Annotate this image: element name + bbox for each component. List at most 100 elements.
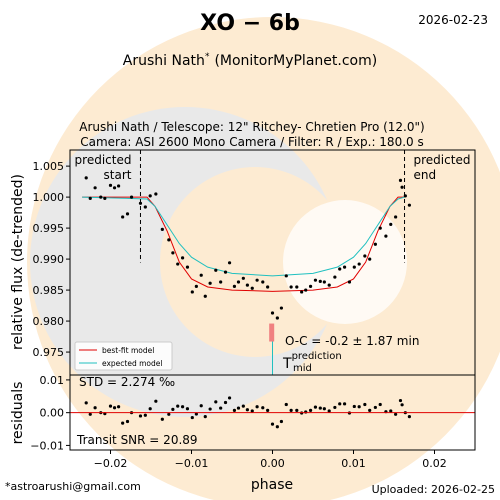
residual-axis-label: residuals (10, 382, 26, 445)
residual-point (279, 419, 284, 424)
residual-point (180, 405, 185, 409)
subtitle: Camera: ASI 2600 Mono Camera / Filter: R… (80, 135, 423, 149)
model-line (82, 196, 405, 277)
data-point (261, 280, 265, 284)
residual-point (117, 405, 121, 409)
residual-point (203, 414, 207, 419)
data-point (93, 186, 97, 190)
residual-point (261, 406, 265, 410)
y-tick-label: 1.000 (33, 191, 65, 204)
y-tick-label: 0.975 (33, 346, 65, 359)
data-point (232, 284, 237, 288)
residual-point (352, 404, 356, 409)
data-point (117, 184, 121, 188)
data-point (295, 285, 299, 289)
residual-point (223, 400, 228, 405)
residual-point (241, 404, 245, 408)
data-point (148, 194, 152, 198)
residual-point (236, 406, 241, 410)
x-tick-label: −0.01 (175, 457, 209, 470)
data-point (108, 183, 113, 187)
residual-point (275, 425, 279, 429)
snr-label: Transit SNR = 20.89 (76, 433, 198, 447)
data-point (304, 288, 308, 292)
data-point (84, 176, 88, 180)
residual-point (368, 408, 372, 412)
residual-point (148, 407, 152, 411)
data-point (121, 215, 125, 219)
residual-y-tick-label: −0.01 (30, 439, 64, 452)
residual-point (400, 403, 404, 407)
predicted-label: start (104, 168, 132, 182)
data-point (99, 195, 103, 199)
data-point (176, 262, 180, 266)
residual-point (208, 407, 212, 411)
residual-y-tick-label: 0.01 (40, 374, 65, 387)
x-tick-label: 0.02 (422, 457, 447, 470)
legend-label: best-fit model (102, 346, 154, 355)
data-point (154, 192, 158, 196)
data-point (373, 242, 377, 246)
residual-point (185, 407, 190, 411)
residual-point (171, 407, 175, 411)
residual-point (308, 408, 313, 412)
data-point (241, 276, 245, 280)
plot-area (82, 176, 411, 320)
data-point (194, 284, 198, 288)
data-point (223, 270, 228, 274)
data-point (266, 285, 270, 289)
date: 2026-02-23 (418, 13, 488, 27)
affiliation: (MonitorMyPlanet.com) (214, 53, 377, 69)
data-point (322, 280, 326, 284)
data-point (203, 294, 207, 298)
residual-y-tick-label: 0.00 (40, 407, 65, 420)
data-point (227, 261, 232, 265)
data-point (236, 280, 241, 284)
residual-point (125, 419, 130, 424)
data-point (208, 281, 212, 285)
residual-point (398, 398, 403, 403)
data-point (219, 280, 223, 284)
residual-point (327, 409, 331, 413)
data-point (338, 267, 342, 271)
residual-point (255, 405, 259, 409)
residual-point (154, 399, 158, 403)
residual-point (112, 406, 117, 410)
residual-point (167, 412, 171, 416)
residual-point (333, 405, 337, 410)
y-tick-label: 0.985 (33, 284, 65, 297)
data-point (88, 196, 92, 200)
residual-point (108, 404, 113, 408)
data-point (129, 195, 134, 199)
residual-point (378, 402, 382, 407)
residual-point (93, 406, 97, 410)
residual-point (138, 414, 143, 418)
residual-point (295, 408, 299, 412)
data-point (378, 226, 382, 230)
y-axis-label: relative flux (de-trended) (10, 174, 26, 350)
data-point (368, 257, 372, 261)
tmid-label: Tprediction mid (282, 351, 342, 374)
residual-point (190, 415, 194, 420)
data-point (384, 234, 388, 238)
residual-point (289, 408, 293, 412)
data-point (398, 178, 403, 182)
x-axis-label: phase (251, 477, 293, 493)
data-point (394, 215, 398, 219)
y-tick-label: 0.980 (33, 315, 65, 328)
data-point (389, 222, 393, 226)
data-point (289, 285, 293, 289)
residual-point (389, 409, 393, 413)
residual-point (245, 408, 249, 412)
residual-point (284, 402, 288, 407)
residual-point (394, 412, 398, 416)
data-point (199, 273, 203, 277)
residual-point (373, 405, 377, 410)
residual-point (143, 413, 147, 417)
data-point (245, 283, 249, 287)
model-line (82, 196, 405, 292)
title: XO − 6b (200, 11, 300, 36)
residual-point (407, 414, 411, 419)
legend-label: expected model (102, 359, 162, 368)
residual-point (121, 421, 125, 425)
